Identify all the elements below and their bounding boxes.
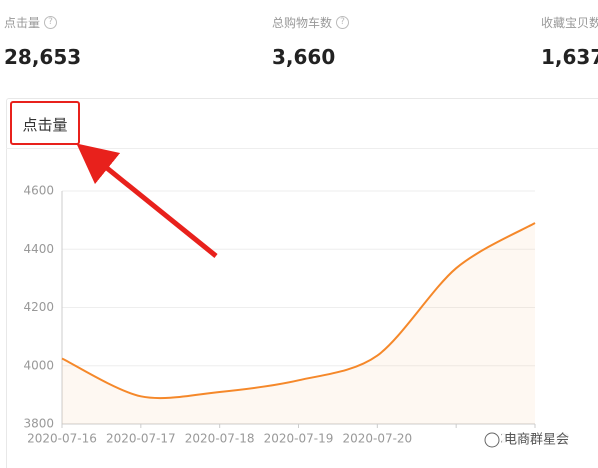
area [62, 223, 535, 424]
divider [6, 148, 598, 149]
line [61, 222, 536, 400]
stat-value: 1,637 [541, 45, 598, 69]
help-icon[interactable]: ? [336, 16, 350, 29]
stat-label: 总购物车数 [272, 16, 333, 30]
annotation-arrow [76, 143, 218, 258]
x-tick-label: 2020-07-20 [342, 432, 412, 446]
y-tick-label: 4000 [23, 358, 54, 372]
stat: 点击量? 28,653 [4, 12, 81, 69]
stat-label: 点击量 [4, 16, 41, 30]
stat: 总购物车数? 3,660 [272, 12, 350, 69]
y-tick-label: 4600 [23, 184, 54, 198]
x-tick-label: 2020-07-17 [106, 432, 176, 446]
stat-value: 3,660 [272, 45, 336, 69]
y-tick-label: 4400 [23, 242, 54, 256]
y-tick-label: 4200 [23, 300, 54, 314]
y-tick-label: 3800 [23, 417, 54, 431]
watermark: 电商群星会 [504, 433, 569, 448]
help-icon[interactable]: ? [44, 16, 58, 29]
x-tick-label: 2020-07-18 [185, 432, 255, 446]
watermark-bg [502, 430, 580, 450]
stat-value: 28,653 [4, 45, 82, 69]
stat: 收藏宝贝数 1,637 [541, 12, 598, 69]
panel-title[interactable]: 点击量 [10, 101, 80, 145]
watermark-icon [484, 432, 500, 448]
x-tick-label: 2020-07-19 [264, 432, 334, 446]
stat-label: 收藏宝贝数 [541, 16, 598, 30]
x-tick-label: 2020-07-16 [27, 432, 97, 446]
